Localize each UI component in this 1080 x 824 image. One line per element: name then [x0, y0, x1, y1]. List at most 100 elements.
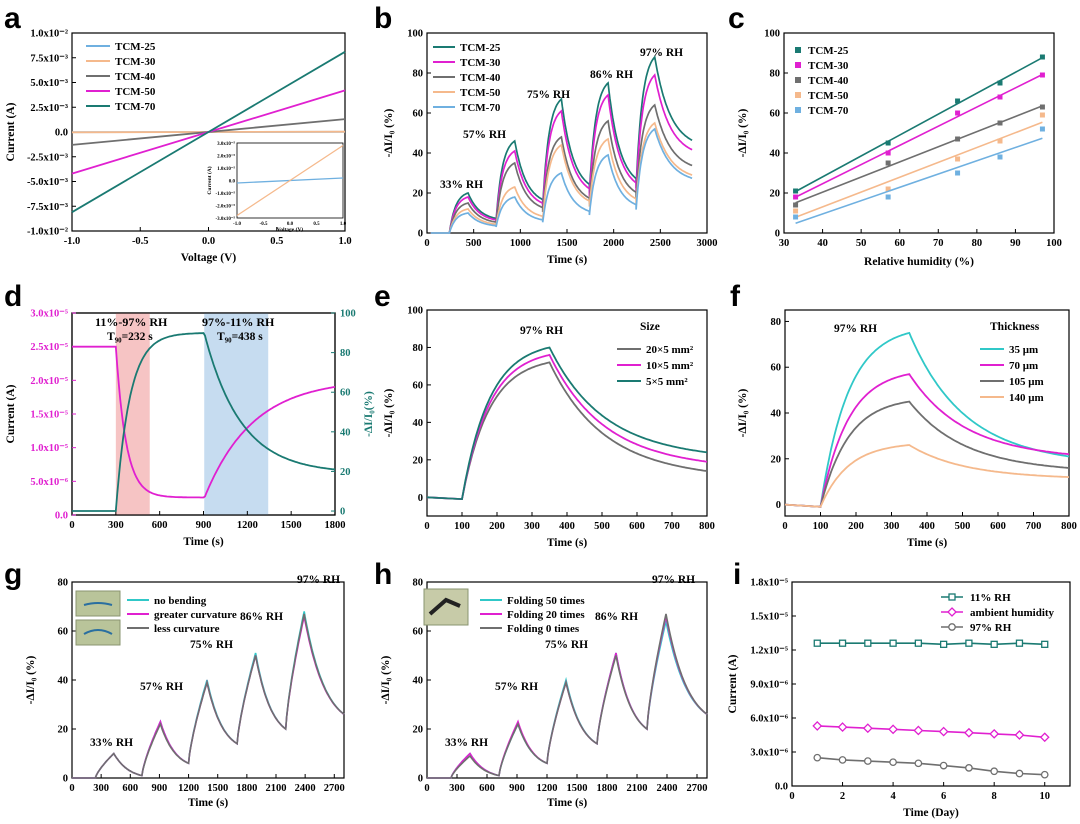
y-tick-label: 60	[770, 109, 781, 120]
y-tick-label: 80	[413, 578, 424, 589]
x-tick-label: 300	[449, 783, 465, 794]
data-point	[889, 639, 897, 647]
rh-annotation: 97% RH	[640, 47, 683, 59]
x-tick-label: 600	[990, 521, 1006, 532]
data-point	[990, 767, 999, 776]
legend-label: 97% RH	[970, 622, 1012, 634]
data-point	[888, 724, 899, 735]
x-tick-label: 2400	[657, 783, 678, 794]
legend-label: TCM-70	[115, 101, 156, 113]
inset-y-tick-label: 2.0x10⁻⁵	[217, 154, 235, 160]
data-point	[955, 170, 961, 176]
y-tick-label: 0	[418, 493, 423, 504]
inset-plot: -1.0 -0.5 0.0 0.5 1.0 -3.0x10⁻⁵ -2.0x10⁻⁵ -1.0x…	[206, 141, 347, 233]
legend-label: Folding 50 times	[507, 595, 585, 607]
series-line	[784, 400, 1070, 508]
legend-label: ambient humidity	[970, 607, 1055, 619]
y-tick-label: 80	[413, 343, 424, 354]
plot-frame-overlay	[71, 312, 336, 516]
data-point	[1039, 72, 1045, 78]
plot-frame	[784, 309, 1070, 517]
inset-x-tick-label: 0.0	[287, 222, 294, 227]
y-tick-label: -5.0x10⁻³	[27, 177, 68, 188]
y-tick-label: 20	[770, 189, 781, 200]
y-tick-label: 9.0x10⁻⁶	[750, 680, 788, 691]
x-tick-label: 1800	[325, 520, 346, 531]
x-tick-label: 100	[1046, 238, 1062, 249]
y-tick-label: 40	[413, 418, 424, 429]
x-tick-label: 400	[559, 521, 575, 532]
legend-label: TCM-50	[460, 87, 501, 99]
x-tick-label: 1.0	[338, 236, 351, 247]
data-point	[813, 753, 822, 762]
inset-x-tick-label: -1.0	[233, 222, 241, 227]
x-tick-label: 500	[466, 238, 482, 249]
series-line	[430, 121, 693, 234]
rh-annotation: 75% RH	[190, 639, 233, 651]
plot-frame	[783, 32, 1055, 234]
legend-label: TCM-30	[115, 56, 156, 68]
y-tick-label: 40	[770, 149, 781, 160]
data-point	[997, 138, 1003, 144]
data-point	[1014, 730, 1025, 740]
x-tick-label: 1000	[510, 238, 531, 249]
y-axis-label: -ΔI/I₀ (%)	[380, 655, 392, 704]
y-tick-label: 80	[413, 69, 424, 80]
x-tick-label: 0	[424, 238, 429, 249]
band-label: 97%-11% RH	[202, 315, 275, 329]
data-point	[989, 728, 1000, 739]
legend-label: 20×5 mm²	[646, 344, 694, 356]
x-tick-label: 0.0	[202, 236, 215, 247]
y-tick-label: 1.0x10⁻⁵	[30, 443, 68, 454]
panel-label-a: a	[4, 2, 21, 35]
legend-label: TCM-25	[808, 45, 849, 57]
rh-annotation: 33% RH	[90, 737, 133, 749]
y-tick-label: 1.8x10⁻⁵	[750, 578, 788, 589]
x-tick-label: 0	[424, 783, 429, 794]
x-tick-label: 2700	[324, 783, 345, 794]
x-tick-label: 400	[919, 521, 935, 532]
x-tick-label: 0	[424, 521, 429, 532]
bending-photo-sample	[83, 629, 113, 635]
inset-series-line	[236, 144, 344, 217]
x-tick-label: 4	[890, 791, 896, 802]
data-point	[955, 156, 961, 162]
rh-annotation: 75% RH	[545, 639, 588, 651]
data-point	[793, 214, 799, 220]
legend-label: TCM-40	[460, 72, 501, 84]
rh-annotation: 86% RH	[590, 69, 633, 81]
legend-label: TCM-70	[808, 105, 849, 117]
y-axis-label: -ΔI/I₀ (%)	[383, 108, 395, 157]
y-tick-label: 6.0x10⁻⁶	[750, 714, 788, 725]
panel-label-d: d	[4, 280, 22, 313]
x-tick-label: 8	[992, 791, 997, 802]
legend-label: TCM-25	[460, 42, 501, 54]
data-point	[793, 202, 799, 208]
legend-swatch	[795, 107, 801, 113]
data-point	[889, 758, 897, 767]
x-tick-label: 800	[699, 521, 715, 532]
fit-line	[795, 137, 1043, 224]
x-axis-label: Time (s)	[547, 797, 588, 809]
rh-annotation: 33% RH	[440, 179, 483, 191]
y-tick-label: 20	[413, 189, 424, 200]
series-line	[784, 444, 1070, 508]
x-tick-label: 100	[454, 521, 470, 532]
rh-annotation: 86% RH	[595, 611, 638, 623]
panel-a: -1.0 -0.5 0.0 0.5 1.0 -1.0x10⁻² -7.5x10⁻³ -5.0x…	[5, 29, 352, 265]
panel-label-b: b	[374, 2, 392, 35]
fit-line	[795, 105, 1043, 204]
series-line	[426, 361, 708, 501]
data-point	[885, 186, 891, 192]
y-axis-label: -ΔI/I₀ (%)	[737, 388, 749, 437]
y-tick-label: 2.5x10⁻⁵	[30, 342, 68, 353]
y-tick-label: 3.0x10⁻⁶	[750, 748, 788, 759]
panel-label-e: e	[374, 280, 391, 313]
data-point	[863, 757, 872, 765]
y-tick-label: 0.0	[55, 511, 68, 522]
data-point	[914, 639, 923, 647]
x-tick-label: 90	[1010, 238, 1021, 249]
y-tick-label: 2.5x10⁻³	[30, 103, 68, 114]
inset-y-tick-label: -3.0x10⁻⁵	[215, 216, 235, 222]
data-point	[939, 761, 948, 770]
